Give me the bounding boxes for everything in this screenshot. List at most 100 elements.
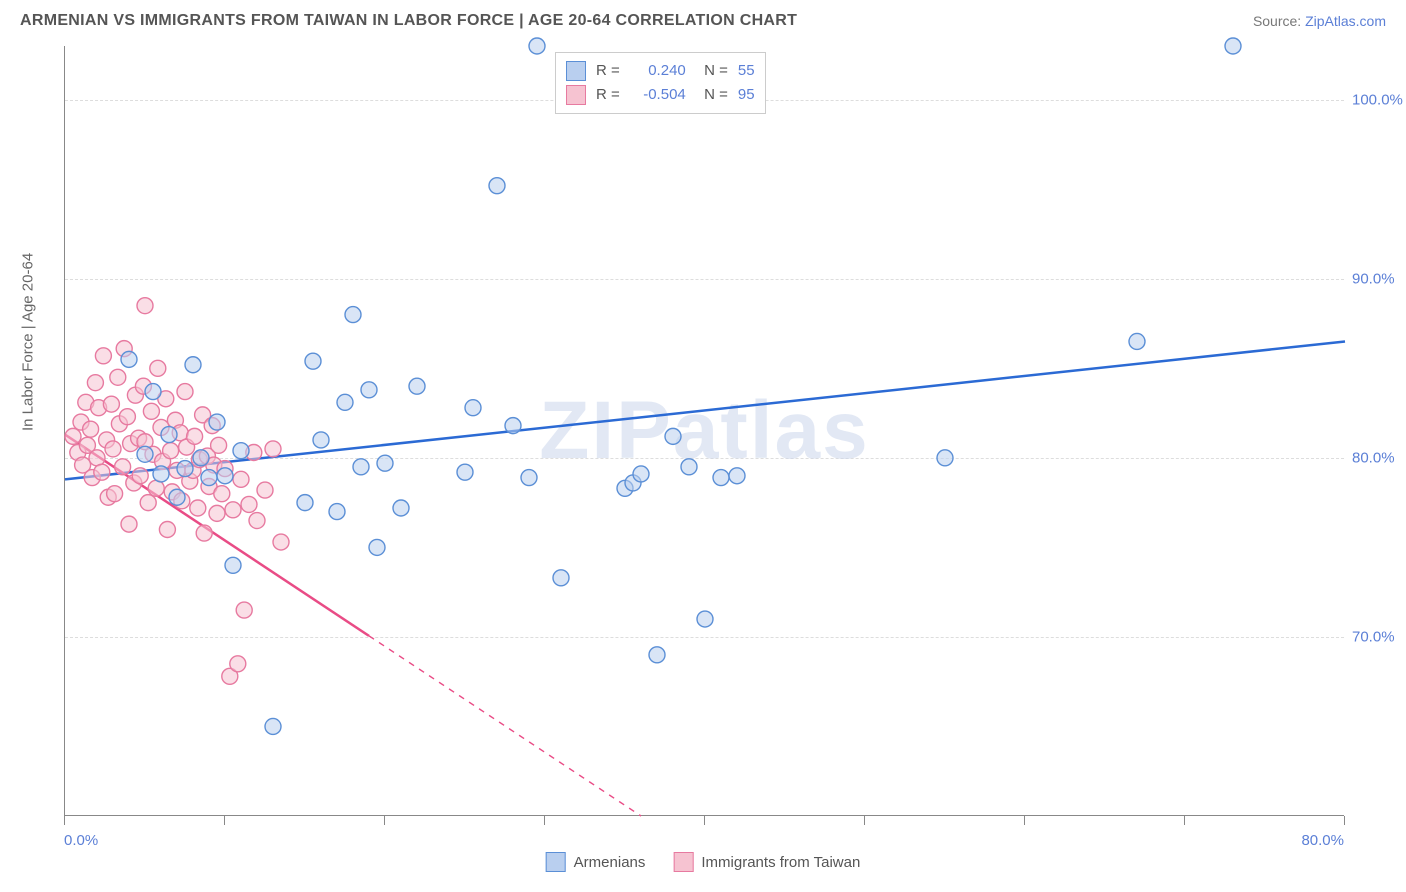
scatter-point xyxy=(115,459,131,475)
scatter-point xyxy=(1129,333,1145,349)
scatter-point xyxy=(633,466,649,482)
scatter-point xyxy=(329,504,345,520)
scatter-point xyxy=(361,382,377,398)
scatter-point xyxy=(119,409,135,425)
scatter-point xyxy=(193,450,209,466)
scatter-point xyxy=(217,468,233,484)
scatter-point xyxy=(161,427,177,443)
scatter-point xyxy=(697,611,713,627)
scatter-points-layer xyxy=(65,46,1344,815)
scatter-point xyxy=(225,502,241,518)
stats-row: R =0.240 N =55 xyxy=(566,59,755,83)
scatter-point xyxy=(249,513,265,529)
scatter-point xyxy=(214,486,230,502)
scatter-point xyxy=(159,521,175,537)
scatter-point xyxy=(681,459,697,475)
plot-area: 70.0%80.0%90.0%100.0% ZIPatlas R =0.240 … xyxy=(64,46,1344,816)
scatter-point xyxy=(521,470,537,486)
scatter-point xyxy=(140,495,156,511)
scatter-point xyxy=(236,602,252,618)
scatter-point xyxy=(1225,38,1241,54)
y-tick-label: 70.0% xyxy=(1352,628,1406,645)
y-axis-title: In Labor Force | Age 20-64 xyxy=(20,253,37,431)
scatter-point xyxy=(105,441,121,457)
scatter-point xyxy=(393,500,409,516)
x-tick xyxy=(384,816,385,825)
scatter-point xyxy=(409,378,425,394)
scatter-point xyxy=(313,432,329,448)
legend-swatch xyxy=(546,852,566,872)
series-swatch xyxy=(566,61,586,81)
scatter-point xyxy=(305,353,321,369)
n-value: 95 xyxy=(738,83,755,107)
legend-item: Armenians xyxy=(546,852,646,872)
scatter-point xyxy=(377,455,393,471)
scatter-point xyxy=(345,307,361,323)
scatter-point xyxy=(177,461,193,477)
scatter-point xyxy=(489,178,505,194)
y-tick-label: 80.0% xyxy=(1352,449,1406,466)
scatter-point xyxy=(665,428,681,444)
source-label: Source: ZipAtlas.com xyxy=(1253,13,1386,29)
r-label: R = xyxy=(596,83,620,107)
chart-title: ARMENIAN VS IMMIGRANTS FROM TAIWAN IN LA… xyxy=(20,12,797,30)
scatter-point xyxy=(353,459,369,475)
x-tick xyxy=(1184,816,1185,825)
y-tick-label: 100.0% xyxy=(1352,91,1406,108)
r-value: 0.240 xyxy=(630,59,686,83)
n-label: N = xyxy=(696,59,728,83)
scatter-point xyxy=(241,496,257,512)
scatter-point xyxy=(83,421,99,437)
legend-swatch xyxy=(673,852,693,872)
x-axis-label-min: 0.0% xyxy=(64,832,98,849)
stats-box: R =0.240 N =55R =-0.504 N =95 xyxy=(555,52,766,114)
scatter-point xyxy=(65,428,81,444)
scatter-point xyxy=(187,428,203,444)
scatter-point xyxy=(137,446,153,462)
scatter-point xyxy=(145,384,161,400)
scatter-point xyxy=(190,500,206,516)
source-link[interactable]: ZipAtlas.com xyxy=(1305,13,1386,29)
scatter-point xyxy=(369,539,385,555)
scatter-point xyxy=(465,400,481,416)
scatter-point xyxy=(209,414,225,430)
scatter-point xyxy=(233,443,249,459)
scatter-point xyxy=(169,489,185,505)
scatter-point xyxy=(94,464,110,480)
scatter-point xyxy=(89,450,105,466)
stats-row: R =-0.504 N =95 xyxy=(566,83,755,107)
legend-item: Immigrants from Taiwan xyxy=(673,852,860,872)
legend-label: Immigrants from Taiwan xyxy=(701,854,860,871)
scatter-point xyxy=(163,443,179,459)
x-tick xyxy=(224,816,225,825)
x-axis-ticks xyxy=(64,816,1344,828)
x-tick xyxy=(704,816,705,825)
scatter-point xyxy=(257,482,273,498)
n-value: 55 xyxy=(738,59,755,83)
scatter-point xyxy=(121,516,137,532)
scatter-point xyxy=(110,369,126,385)
x-tick xyxy=(64,816,65,825)
scatter-point xyxy=(87,375,103,391)
scatter-point xyxy=(209,505,225,521)
scatter-point xyxy=(457,464,473,480)
scatter-point xyxy=(529,38,545,54)
scatter-point xyxy=(201,470,217,486)
x-axis-label-max: 80.0% xyxy=(1301,832,1344,849)
scatter-point xyxy=(150,360,166,376)
n-label: N = xyxy=(696,83,728,107)
scatter-point xyxy=(937,450,953,466)
x-tick xyxy=(864,816,865,825)
y-tick-label: 90.0% xyxy=(1352,270,1406,287)
scatter-point xyxy=(297,495,313,511)
scatter-point xyxy=(137,298,153,314)
source-prefix: Source: xyxy=(1253,13,1305,29)
scatter-point xyxy=(337,394,353,410)
scatter-point xyxy=(553,570,569,586)
scatter-point xyxy=(148,480,164,496)
legend-label: Armenians xyxy=(574,854,646,871)
scatter-point xyxy=(233,471,249,487)
scatter-point xyxy=(177,384,193,400)
scatter-point xyxy=(185,357,201,373)
scatter-point xyxy=(265,441,281,457)
